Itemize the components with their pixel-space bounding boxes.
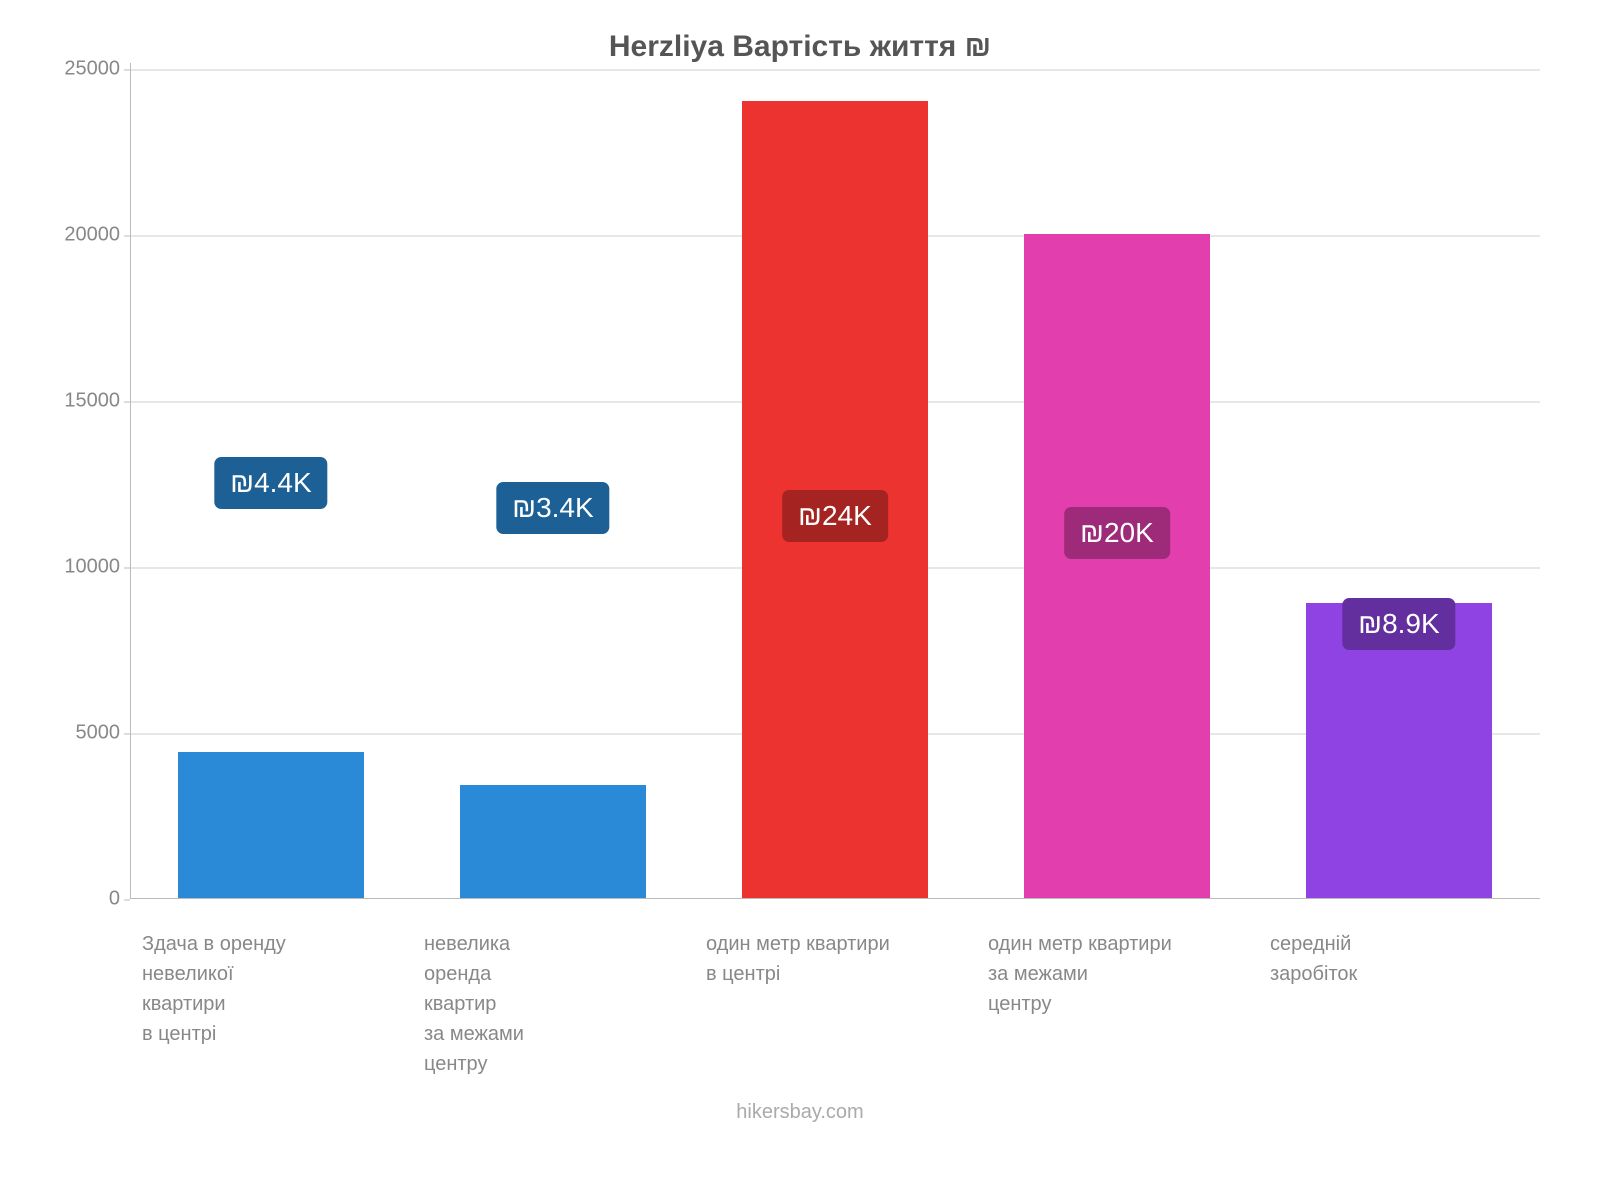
plot-row: 0500010000150002000025000 ₪4.4K₪3.4K₪24K… xyxy=(40,69,1560,899)
y-tick-mark xyxy=(124,900,130,901)
bar-value-label: ₪4.4K xyxy=(214,457,327,509)
y-tick-label: 0 xyxy=(109,888,120,911)
bar-slot: ₪3.4K xyxy=(412,69,694,898)
y-tick-label: 25000 xyxy=(64,58,120,81)
bar: ₪8.9K xyxy=(1306,603,1492,898)
y-tick-label: 5000 xyxy=(76,722,121,745)
y-axis: 0500010000150002000025000 xyxy=(40,69,130,899)
bar-value-label: ₪3.4K xyxy=(496,482,609,534)
y-tick-label: 10000 xyxy=(64,556,120,579)
bar-slot: ₪8.9K xyxy=(1258,69,1540,898)
y-tick-mark xyxy=(124,402,130,403)
bar: ₪4.4K xyxy=(178,752,364,898)
bars-layer: ₪4.4K ₪3.4K ₪24K ₪20K ₪8.9K xyxy=(130,69,1540,898)
bar-slot: ₪24K xyxy=(694,69,976,898)
bar: ₪20K xyxy=(1024,234,1210,898)
x-axis-label: невеликаорендаквартирза межамицентру xyxy=(412,899,694,1079)
x-axis-labels: Здача в орендуневеликоїквартирив центрін… xyxy=(130,899,1540,1079)
bar: ₪24K xyxy=(742,101,928,898)
x-axis-label: середнійзаробіток xyxy=(1258,899,1540,1079)
plot-area: ₪4.4K ₪3.4K ₪24K ₪20K ₪8.9K xyxy=(130,69,1540,899)
bar-slot: ₪4.4K xyxy=(130,69,412,898)
bar-value-label: ₪8.9K xyxy=(1342,598,1455,650)
x-axis-label: Здача в орендуневеликоїквартирив центрі xyxy=(130,899,412,1079)
chart-title: Herzliya Вартість життя ₪ xyxy=(40,30,1560,64)
bar-value-label: ₪20K xyxy=(1064,507,1170,559)
y-tick-label: 20000 xyxy=(64,224,120,247)
bar-slot: ₪20K xyxy=(976,69,1258,898)
x-axis-label: один метр квартириза межамицентру xyxy=(976,899,1258,1079)
chart-container: Herzliya Вартість життя ₪ 0 5000 10000 1500… xyxy=(0,0,1600,1200)
bar-value-label: ₪24K xyxy=(782,490,888,542)
y-tick-label: 15000 xyxy=(64,390,120,413)
bar: ₪3.4K xyxy=(460,785,646,898)
y-tick-mark xyxy=(124,568,130,569)
y-tick-mark xyxy=(124,236,130,237)
y-tick-mark xyxy=(124,734,130,735)
attribution-text: hikersbay.com xyxy=(40,1101,1560,1124)
x-axis-label: один метр квартирив центрі xyxy=(694,899,976,1079)
y-tick-mark xyxy=(124,70,130,71)
